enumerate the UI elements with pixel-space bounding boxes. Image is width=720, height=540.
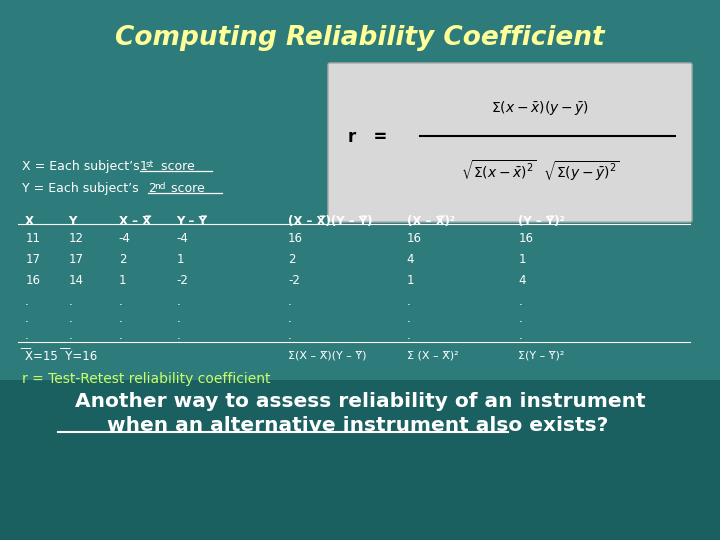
Text: 16: 16 [518, 232, 534, 245]
Text: 1: 1 [518, 253, 526, 266]
Text: r = Test-Retest reliability coefficient: r = Test-Retest reliability coefficient [22, 372, 271, 386]
Text: .: . [518, 329, 522, 342]
Text: nd: nd [154, 182, 166, 191]
Text: score: score [167, 182, 204, 195]
Text: 16: 16 [25, 274, 40, 287]
Text: Computing Reliability Coefficient: Computing Reliability Coefficient [115, 25, 605, 51]
Text: 16: 16 [288, 232, 303, 245]
Text: .: . [518, 295, 522, 308]
Text: .: . [407, 329, 410, 342]
Text: Y: Y [68, 215, 77, 228]
Text: .: . [25, 329, 29, 342]
Text: ͞X=15  ͞Y=16: ͞X=15 ͞Y=16 [25, 350, 97, 363]
Text: .: . [288, 329, 292, 342]
Text: 2: 2 [119, 253, 126, 266]
Text: 17: 17 [68, 253, 84, 266]
Text: -2: -2 [288, 274, 300, 287]
Text: .: . [68, 312, 72, 325]
Text: 16: 16 [407, 232, 422, 245]
Text: .: . [407, 312, 410, 325]
Text: .: . [288, 295, 292, 308]
Text: .: . [25, 295, 29, 308]
Text: 1: 1 [176, 253, 184, 266]
Text: -4: -4 [176, 232, 188, 245]
Text: Σ (X – X̅)²: Σ (X – X̅)² [407, 350, 459, 360]
Text: .: . [176, 295, 180, 308]
Text: .: . [25, 312, 29, 325]
Text: st: st [146, 160, 154, 169]
Text: X: X [25, 215, 35, 228]
FancyBboxPatch shape [328, 63, 692, 222]
Text: -4: -4 [119, 232, 130, 245]
Text: when an alternative instrument also exists?: when an alternative instrument also exis… [107, 416, 608, 435]
Text: X – X̅: X – X̅ [119, 215, 151, 228]
Text: 17: 17 [25, 253, 40, 266]
Text: .: . [68, 329, 72, 342]
Text: .: . [518, 312, 522, 325]
Text: 1: 1 [407, 274, 414, 287]
Text: .: . [119, 295, 122, 308]
Text: .: . [288, 312, 292, 325]
Text: Σ(X – X̅)(Y – Y̅): Σ(X – X̅)(Y – Y̅) [288, 350, 366, 360]
Text: 4: 4 [407, 253, 414, 266]
Text: 1: 1 [140, 160, 148, 173]
Text: $\Sigma(x-\bar{x})(y-\bar{y})$: $\Sigma(x-\bar{x})(y-\bar{y})$ [491, 99, 589, 117]
Text: Σ(Y – Y̅)²: Σ(Y – Y̅)² [518, 350, 564, 360]
Text: r   =: r = [348, 129, 387, 146]
Text: 12: 12 [68, 232, 84, 245]
Text: 4: 4 [518, 274, 526, 287]
Text: .: . [119, 312, 122, 325]
Text: (Y – Y̅)²: (Y – Y̅)² [518, 215, 565, 228]
Text: 1: 1 [119, 274, 126, 287]
Text: 2: 2 [148, 182, 156, 195]
Text: .: . [407, 295, 410, 308]
Bar [0, 380, 720, 540]
Text: score: score [157, 160, 194, 173]
Text: .: . [68, 295, 72, 308]
Text: .: . [119, 329, 122, 342]
Text: 11: 11 [25, 232, 40, 245]
Text: X = Each subject’s: X = Each subject’s [22, 160, 143, 173]
Text: .: . [176, 312, 180, 325]
Text: 14: 14 [68, 274, 84, 287]
Text: -2: -2 [176, 274, 188, 287]
Text: (X – X̅)(Y – Y̅): (X – X̅)(Y – Y̅) [288, 215, 372, 228]
Text: .: . [176, 329, 180, 342]
Text: Another way to assess reliability of an instrument: Another way to assess reliability of an … [75, 392, 645, 411]
Text: $\sqrt{\Sigma(x-\bar{x})^2}\ \ \sqrt{\Sigma(y-\bar{y})^2}$: $\sqrt{\Sigma(x-\bar{x})^2}\ \ \sqrt{\Si… [461, 158, 619, 183]
Text: Y – Y̅: Y – Y̅ [176, 215, 207, 228]
Text: (X – X̅)²: (X – X̅)² [407, 215, 455, 228]
Text: 2: 2 [288, 253, 295, 266]
Text: Y = Each subject’s: Y = Each subject’s [22, 182, 147, 195]
